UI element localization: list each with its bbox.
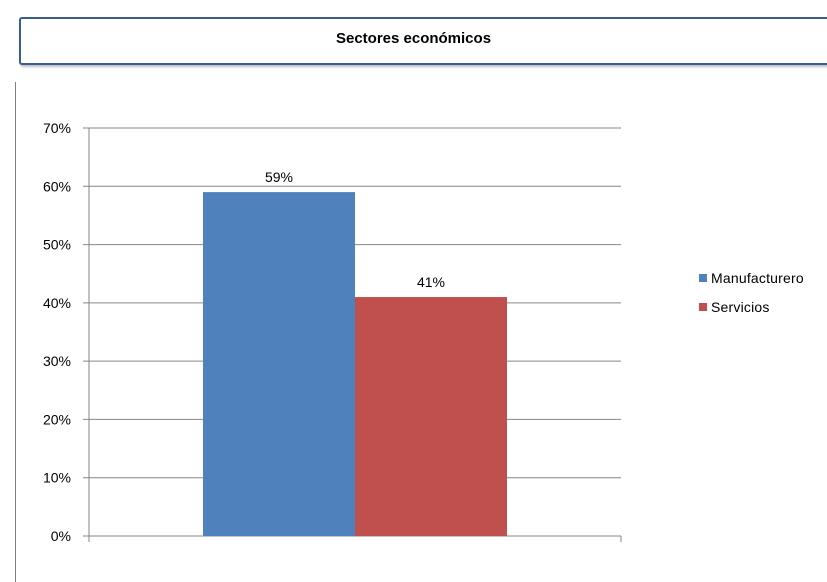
legend-label-manufacturero: Manufacturero	[711, 269, 804, 286]
legend-swatch-servicios	[699, 302, 707, 311]
bar-servicios	[355, 297, 507, 536]
bar-chart: 0% 10% 20% 30% 40% 50% 60% 70% 59% 41%	[43, 120, 622, 544]
legend-label-servicios: Servicios	[711, 298, 770, 315]
legend: Manufacturero Servicios	[699, 263, 804, 321]
data-label: 41%	[417, 274, 445, 290]
chart-title: Sectores económicos	[335, 30, 492, 47]
chart-title-box	[19, 17, 827, 65]
y-tick-label: 10%	[43, 470, 71, 486]
legend-item-servicios: Servicios	[699, 292, 804, 321]
legend-item-manufacturero: Manufacturero	[699, 263, 804, 292]
y-tick-label: 30%	[43, 353, 71, 369]
bar-manufacturero	[203, 192, 355, 536]
data-label: 59%	[265, 169, 293, 185]
legend-swatch-manufacturero	[699, 273, 707, 282]
chart-area	[15, 82, 827, 582]
y-tick-label: 40%	[43, 295, 71, 311]
y-tick-label: 70%	[43, 120, 71, 136]
y-tick-label: 20%	[43, 411, 71, 427]
y-tick-label: 60%	[43, 178, 71, 194]
y-tick-label: 50%	[43, 237, 71, 253]
y-tick-label: 0%	[51, 528, 71, 544]
